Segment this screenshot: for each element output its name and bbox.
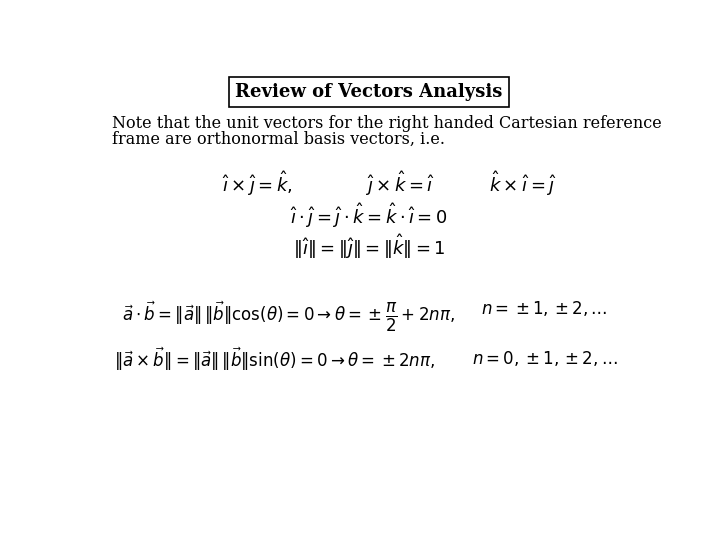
Text: $\hat{k} \times \hat{\imath} = \hat{\jmath}$: $\hat{k} \times \hat{\imath} = \hat{\jma… (489, 169, 556, 198)
Text: $\|\hat{\imath}\| = \|\hat{\jmath}\| = \|\hat{k}\| = 1$: $\|\hat{\imath}\| = \|\hat{\jmath}\| = \… (293, 233, 445, 261)
Text: $\vec{a} \cdot \vec{b} = \|\vec{a}\|\,\|\vec{b}\|\cos(\theta) = 0 \rightarrow \t: $\vec{a} \cdot \vec{b} = \|\vec{a}\|\,\|… (122, 300, 454, 334)
Text: $\|\vec{a} \times \vec{b}\| = \|\vec{a}\|\,\|\vec{b}\|\sin(\theta) = 0 \rightarr: $\|\vec{a} \times \vec{b}\| = \|\vec{a}\… (114, 345, 435, 373)
Text: Note that the unit vectors for the right handed Cartesian reference: Note that the unit vectors for the right… (112, 116, 662, 132)
Text: $n = 0, \pm 1, \pm 2, \ldots$: $n = 0, \pm 1, \pm 2, \ldots$ (472, 349, 618, 368)
Text: $\hat{\imath} \times \hat{\jmath} = \hat{k},$: $\hat{\imath} \times \hat{\jmath} = \hat… (222, 169, 293, 198)
Text: $n = \pm 1, \pm 2, \ldots$: $n = \pm 1, \pm 2, \ldots$ (482, 299, 608, 318)
Text: Review of Vectors Analysis: Review of Vectors Analysis (235, 83, 503, 101)
Text: $\hat{\jmath} \times \hat{k} = \hat{\imath}$: $\hat{\jmath} \times \hat{k} = \hat{\ima… (365, 169, 434, 198)
Text: frame are orthonormal basis vectors, i.e.: frame are orthonormal basis vectors, i.e… (112, 131, 445, 148)
Text: $\hat{\imath} \cdot \hat{\jmath} = \hat{\jmath} \cdot \hat{k} = \hat{k} \cdot \h: $\hat{\imath} \cdot \hat{\jmath} = \hat{… (290, 201, 448, 230)
